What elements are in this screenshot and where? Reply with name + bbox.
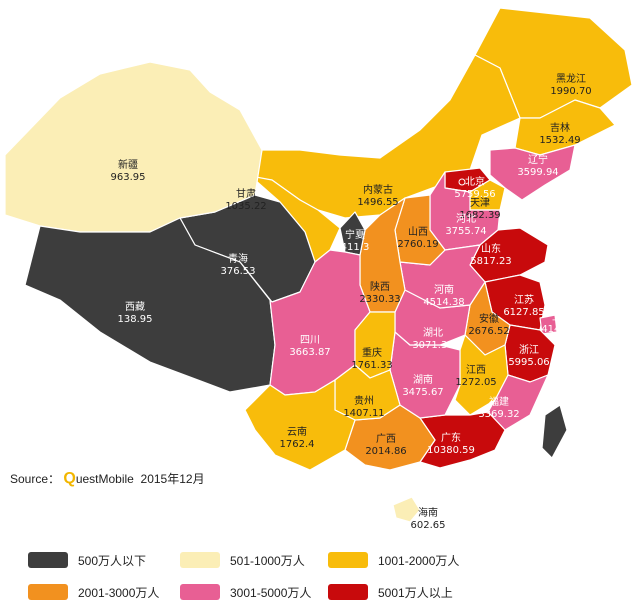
legend-swatch [180, 552, 220, 568]
province-16 [392, 496, 421, 523]
legend-swatch [328, 552, 368, 568]
province-value-label: 138.95 [118, 314, 153, 325]
province-value-label: 602.65 [411, 520, 446, 531]
province-value-label: 411.3 [341, 242, 370, 253]
province-name-label: 湖北 [423, 327, 443, 339]
province-name-label: 四川 [300, 335, 320, 346]
province-name-label: 安徽 [479, 312, 499, 325]
province-value-label: 2676.52 [468, 326, 509, 337]
province-name-label: 山西 [408, 226, 428, 238]
province-name-label: 西藏 [125, 301, 145, 313]
province-name-label: 福建 [489, 395, 509, 408]
province-name-label: 重庆 [362, 346, 382, 359]
province-name-label: 吉林 [550, 121, 570, 134]
province-value-label: 5817.23 [470, 256, 511, 267]
legend-label: 1001-2000万人 [378, 553, 460, 568]
legend-item-lt500: 500万人以下 [28, 551, 146, 569]
province-name-label: 广西 [376, 433, 396, 445]
province-10 [539, 314, 558, 335]
province-3 [489, 144, 576, 201]
legend-label: 5001万人以上 [378, 585, 453, 600]
province-name-label: 宁夏 [345, 228, 365, 241]
legend-item-3001-5000: 3001-5000万人 [180, 583, 311, 601]
province-value-label: 6127.85 [503, 307, 544, 318]
province-value-label: 3663.87 [289, 347, 330, 358]
province-value-label: 3599.94 [517, 167, 558, 178]
province-value-label: 3475.67 [402, 387, 443, 398]
province-name-label: 江西 [466, 364, 486, 376]
province-name-label: 浙江 [519, 344, 539, 356]
questmobile-logo-q: Q [63, 470, 76, 487]
province-value-label: 3071.36 [412, 340, 453, 351]
province-name-label: 陕西 [370, 280, 390, 293]
source-prefix: Source： [10, 472, 61, 486]
province-value-label: 2760.19 [397, 239, 438, 250]
province-32 [541, 404, 568, 459]
province-value-label: 1762.4 [280, 439, 315, 450]
province-value-label: 3755.74 [445, 226, 486, 237]
source-date: 2015年12月 [140, 472, 205, 486]
province-value-label: 1682.39 [459, 210, 500, 221]
province-name-label: 天津 [470, 197, 490, 209]
province-value-label: 5995.06 [508, 357, 549, 368]
province-name-label: 新疆 [118, 158, 138, 171]
province-value-label: 1532.49 [539, 135, 580, 146]
legend-label: 500万人以下 [78, 553, 147, 568]
province-name-label: 甘肃 [236, 187, 256, 200]
province-value-label: 10380.59 [427, 445, 475, 456]
source-note: Source： QuestMobile 2015年12月 [10, 470, 205, 488]
province-value-label: 5759.56 [454, 189, 495, 200]
province-name-label: 河南 [434, 283, 454, 296]
legend-label: 2001-3000万人 [78, 585, 160, 600]
legend-item-1001-2000: 1001-2000万人 [328, 551, 459, 569]
province-value-label: 2014.86 [365, 446, 406, 457]
legend-item-2001-3000: 2001-3000万人 [28, 583, 159, 601]
province-value-label: 1990.70 [550, 86, 591, 97]
legend-item-501-1000: 501-1000万人 [180, 551, 305, 569]
province-value-label: 963.95 [111, 172, 146, 183]
province-name-label: 北京 [465, 175, 485, 188]
legend-item-gt5000: 5001万人以上 [328, 583, 453, 601]
province-value-label: 376.53 [221, 266, 256, 277]
province-31 [244, 379, 356, 471]
province-name-label: 海南 [418, 506, 438, 519]
province-name-label: 广东 [441, 431, 461, 444]
province-value-label: 2330.33 [359, 294, 400, 305]
province-24 [204, 174, 341, 263]
legend-swatch [28, 552, 68, 568]
province-value-label: 1035.22 [225, 201, 266, 212]
province-23 [339, 211, 366, 256]
province-value-label: 4140.11 [541, 324, 582, 335]
province-name-label: 江苏 [514, 293, 534, 306]
province-value-label: 1496.55 [357, 197, 398, 208]
province-name-label: 贵州 [354, 394, 374, 407]
province-name-label: 云南 [287, 425, 307, 438]
capital-marker-icon [458, 178, 466, 186]
province-value-label: 1407.11 [343, 408, 384, 419]
province-name-label: 内蒙古 [363, 183, 393, 196]
province-name-label: 上海 [552, 310, 572, 323]
legend-label: 3001-5000万人 [230, 585, 312, 600]
province-14 [454, 334, 509, 416]
province-26 [4, 61, 263, 233]
province-value-label: 4514.38 [423, 297, 464, 308]
province-value-label: 3369.32 [478, 409, 519, 420]
province-name-label: 河北 [456, 213, 476, 225]
legend-swatch [328, 584, 368, 600]
legend-swatch [28, 584, 68, 600]
province-name-label: 黑龙江 [556, 72, 586, 85]
province-value-label: 1761.33 [351, 360, 392, 371]
legend-swatch [180, 584, 220, 600]
province-value-label: 1272.05 [455, 377, 496, 388]
legend-label: 501-1000万人 [230, 553, 305, 568]
province-name-label: 山东 [481, 242, 501, 255]
legend: 500万人以下 501-1000万人 1001-2000万人 2001-3000… [0, 545, 640, 602]
province-name-label: 湖南 [413, 373, 433, 386]
province-name-label: 青海 [228, 252, 248, 265]
questmobile-logo-text: uestMobile [75, 472, 134, 486]
province-name-label: 辽宁 [528, 153, 548, 166]
